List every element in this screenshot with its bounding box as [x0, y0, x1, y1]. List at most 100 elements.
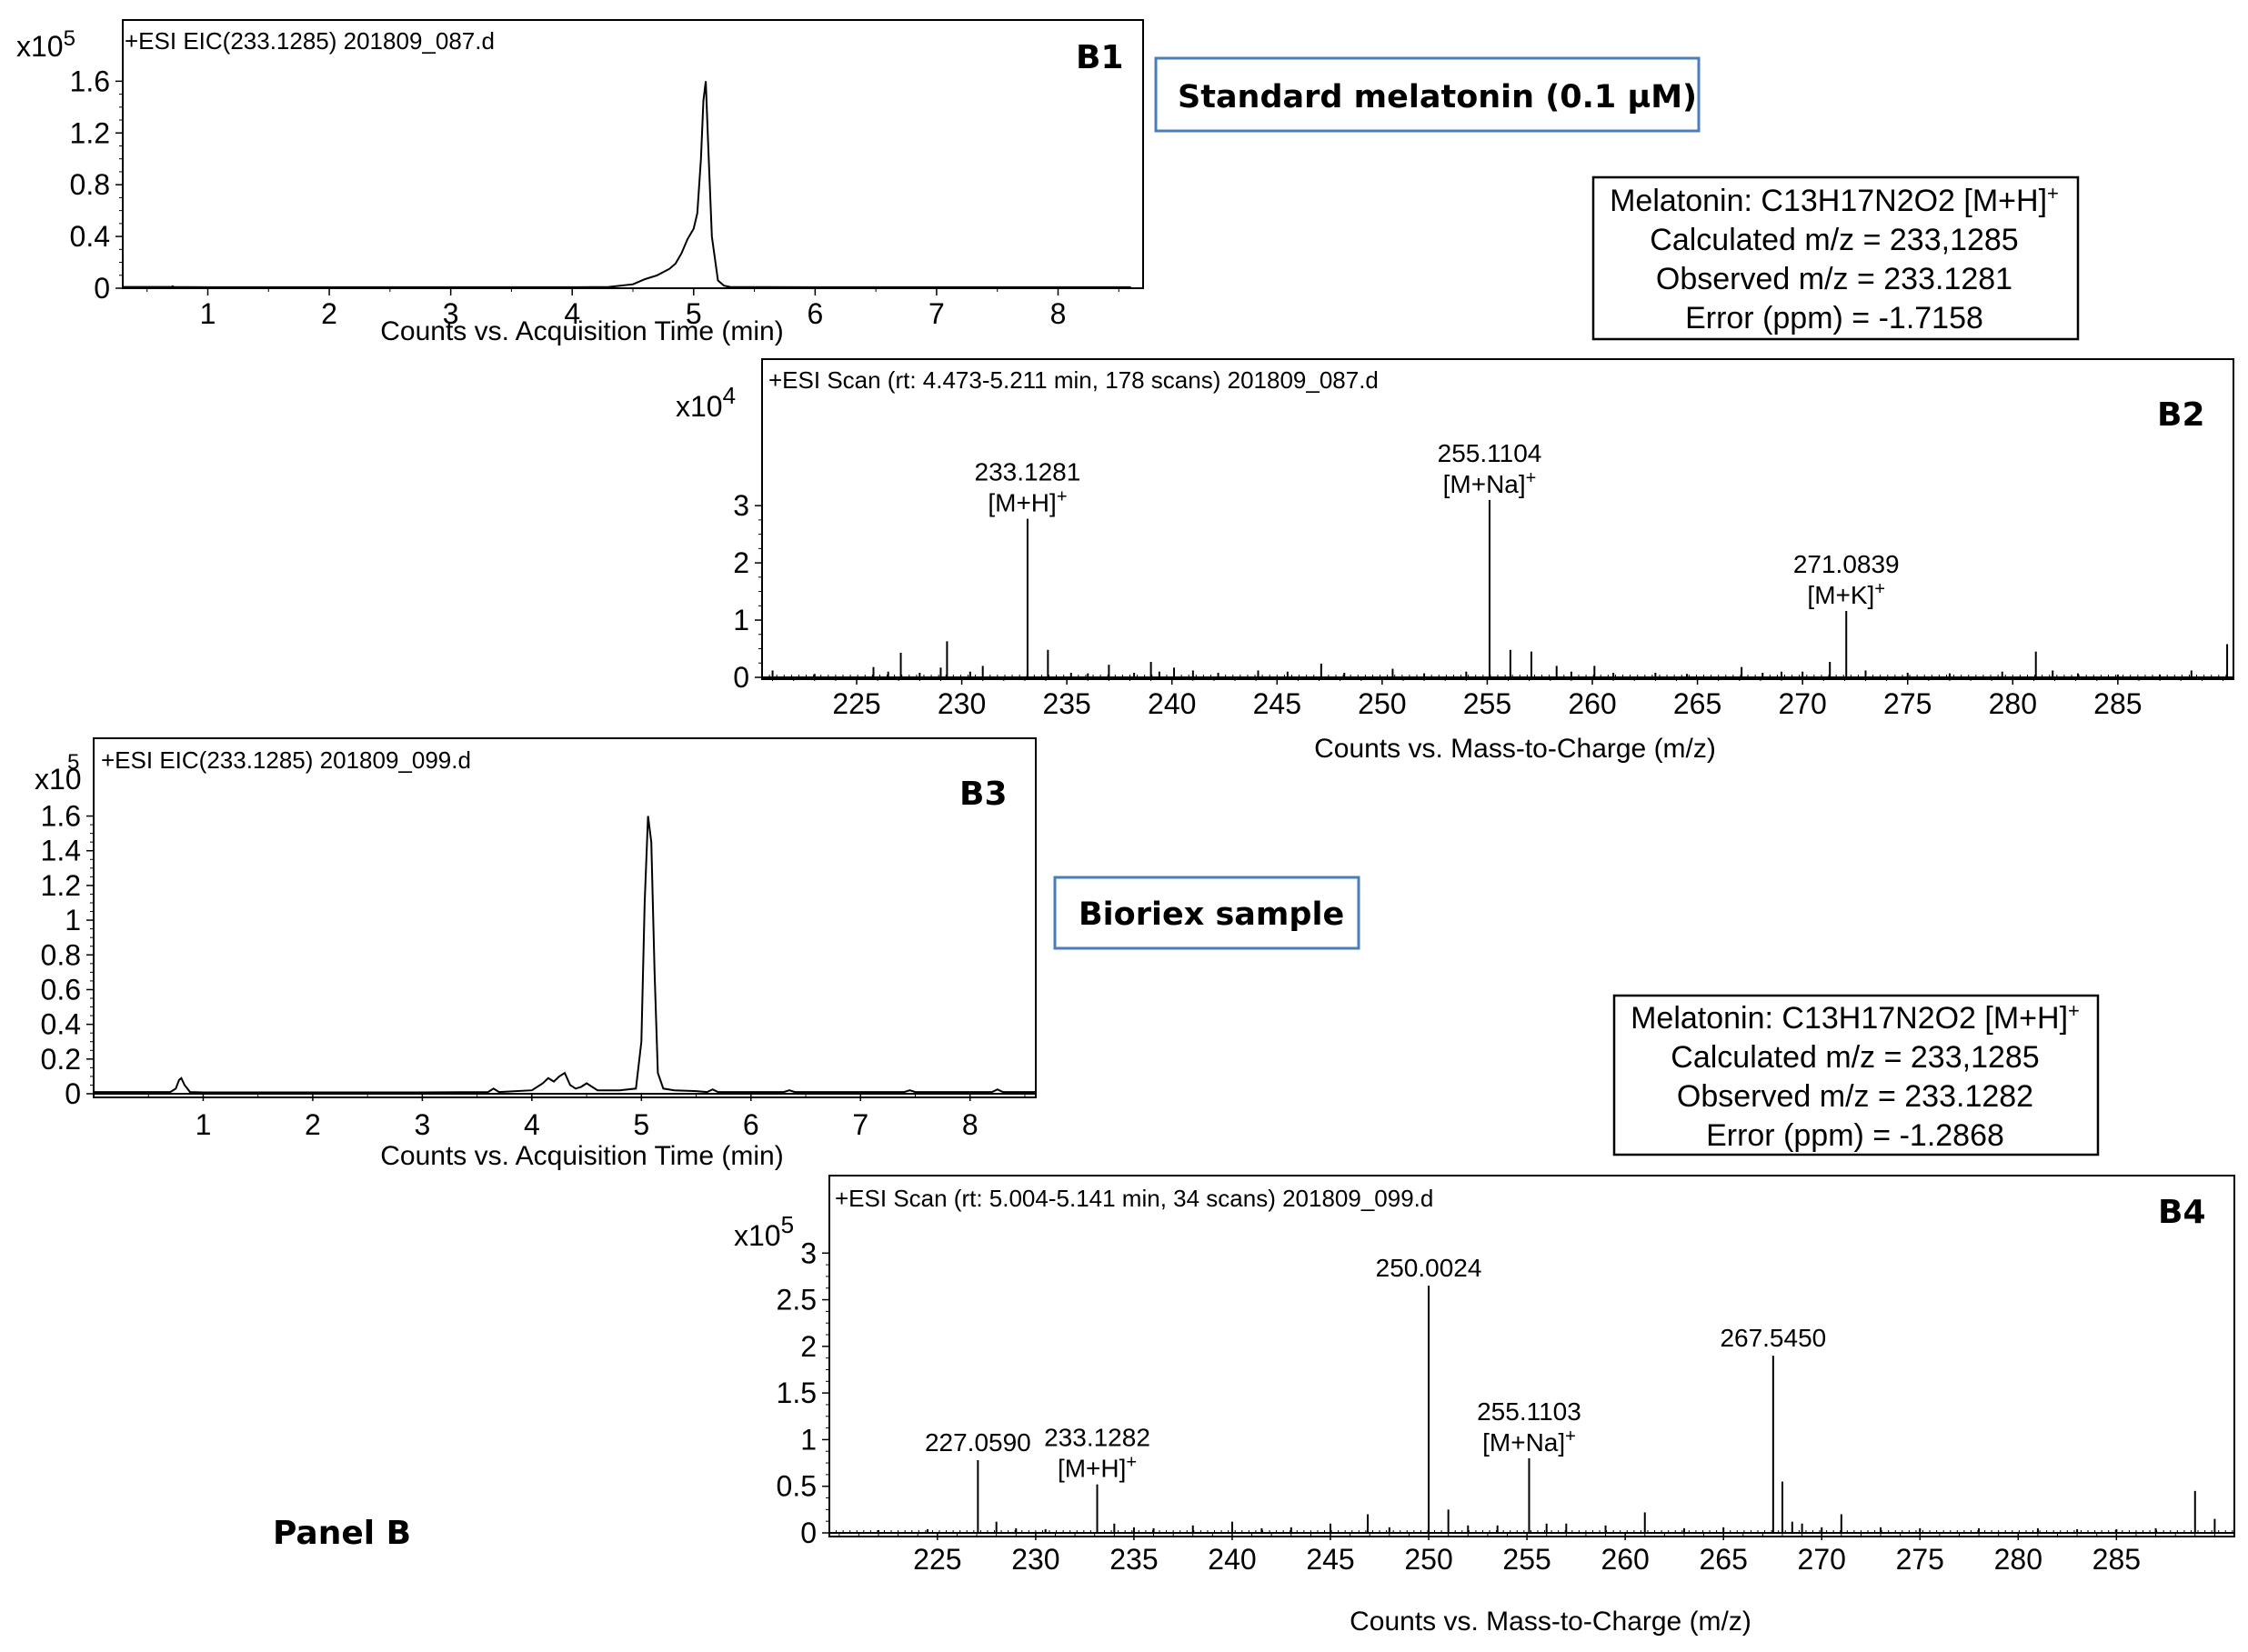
chart-b2-peak-ion-sup: + [1526, 468, 1537, 488]
chart-b2-ytick-label: 2 [733, 546, 749, 579]
chart-b3-xtick-label: 4 [524, 1108, 540, 1141]
info-box-sample-formula: Melatonin: C13H17N2O2 [M+H] [1631, 1001, 2068, 1036]
chart-b4-xtick-label: 270 [1798, 1543, 1846, 1576]
chart-b3: +ESI EIC(233.1285) 201809_099.d B3 x105 … [35, 737, 1037, 1171]
figure-label: Panel B [273, 1515, 411, 1552]
chart-b1-multiplier-base: x10 [16, 30, 64, 63]
chart-b4-ytick-label: 3 [800, 1236, 817, 1269]
title-sample: Bioriex sample [1053, 876, 1360, 950]
chart-b4-frame [828, 1175, 2235, 1537]
chart-b2-xtick-label: 245 [1253, 687, 1301, 720]
chart-b4-ytick-label: 1.5 [777, 1377, 817, 1409]
info-box-standard-line4: Error (ppm) = -1.7158 [1685, 301, 1983, 335]
chart-b3-xtick-label: 8 [962, 1108, 978, 1141]
chart-b3-ytick-label: 0 [65, 1077, 81, 1110]
info-box-sample-line4: Error (ppm) = -1.2868 [1706, 1118, 2004, 1153]
chart-b4-label: B4 [2158, 1194, 2206, 1231]
chart-b3-ytick-label: 1.4 [41, 835, 81, 867]
chart-b2-peak-ion-label: [M+Na]+ [1443, 468, 1537, 498]
chart-b4-peak-value-label: 255.1103 [1477, 1397, 1581, 1426]
chart-b3-frame [93, 737, 1037, 1098]
info-box-standard-line1: Melatonin: C13H17N2O2 [M+H]+ [1610, 182, 2059, 218]
chart-b2-xtick-label: 255 [1463, 687, 1511, 720]
chart-b4-peak-ion-label: [M+Na]+ [1482, 1427, 1576, 1457]
chart-b1-header: +ESI EIC(233.1285) 201809_087.d [125, 27, 495, 55]
chart-b2-peak-ion-sup: + [1874, 579, 1885, 599]
chart-b4-multiplier-base: x10 [734, 1219, 781, 1252]
chart-b3-ytick-label: 0.2 [41, 1043, 81, 1076]
chart-b2-xtick-label: 285 [2093, 687, 2142, 720]
chart-b1-ytick-label: 0.4 [70, 220, 110, 253]
chart-b2-xtick-label: 280 [1989, 687, 2037, 720]
chart-b2-ytick-label: 3 [733, 489, 749, 522]
chart-b4-peak-ion-label: [M+H]+ [1058, 1453, 1137, 1483]
chart-b2-xtick-label: 250 [1358, 687, 1406, 720]
chart-b1-frame [122, 19, 1144, 289]
chart-b3-xtick-label: 1 [196, 1108, 212, 1141]
chart-b2-multiplier: x104 [676, 382, 736, 423]
chart-b2-header: +ESI Scan (rt: 4.473-5.211 min, 178 scan… [768, 366, 1379, 394]
chart-b3-ytick-label: 0.8 [41, 938, 81, 971]
chart-b2: +ESI Scan (rt: 4.473-5.211 min, 178 scan… [676, 358, 2234, 764]
info-box-standard: Melatonin: C13H17N2O2 [M+H]+ Calculated … [1591, 175, 2080, 341]
chart-b3-ytick-label: 1 [65, 904, 81, 936]
chart-b4-xtick-label: 240 [1208, 1543, 1256, 1576]
chart-b4-xtick-label: 230 [1011, 1543, 1059, 1576]
chart-b2-xlabel: Counts vs. Mass-to-Charge (m/z) [1314, 734, 1716, 764]
chart-b2-xtick-label: 270 [1778, 687, 1826, 720]
chart-b3-xlabel: Counts vs. Acquisition Time (min) [380, 1141, 783, 1171]
chart-b3-multiplier-exp: 5 [67, 750, 79, 775]
info-box-sample-border [1612, 994, 2100, 1156]
chart-b3-multiplier: x105 [35, 750, 82, 796]
chart-b4-xlabel: Counts vs. Mass-to-Charge (m/z) [1350, 1607, 1751, 1637]
chart-b3-xtick-label: 2 [305, 1108, 321, 1141]
chart-b1-multiplier-exp: 5 [64, 26, 75, 51]
info-box-sample-sup: + [2068, 999, 2080, 1022]
chart-b4-ytick-label: 1 [800, 1423, 817, 1456]
chart-b3-header: +ESI EIC(233.1285) 201809_099.d [101, 746, 471, 774]
chart-b3-xtick-label: 5 [633, 1108, 649, 1141]
chart-b1-trace [123, 81, 1131, 288]
chart-b2-peak-value-label: 255.1104 [1438, 439, 1542, 467]
chart-b2-xtick-label: 260 [1568, 687, 1616, 720]
chart-b1-xtick-label: 1 [200, 297, 216, 330]
chart-b1-label: B1 [1076, 39, 1124, 76]
chart-b4-ytick-label: 0.5 [777, 1470, 817, 1503]
chart-b3-ytick-label: 0.6 [41, 973, 81, 1006]
chart-b4-peak-ion-sup: + [1126, 1453, 1137, 1473]
chart-b4-xtick-label: 250 [1404, 1543, 1452, 1576]
chart-b2-xtick-label: 230 [938, 687, 986, 720]
chart-b4-xtick-label: 265 [1699, 1543, 1747, 1576]
chart-b1-ytick-label: 1.2 [70, 116, 110, 149]
chart-b4-header: +ESI Scan (rt: 5.004-5.141 min, 34 scans… [835, 1185, 1433, 1212]
title-sample-border [1053, 876, 1360, 950]
chart-b2-label: B2 [2157, 396, 2205, 434]
chart-b2-xtick-label: 225 [832, 687, 880, 720]
info-box-standard-sup: + [2047, 182, 2059, 205]
chart-b2-peak-ion: [M+K] [1807, 581, 1874, 609]
chart-b2-peak-ion: [M+H] [988, 489, 1056, 517]
chart-b1-ytick-label: 1.6 [70, 65, 110, 97]
chart-b4-xtick-label: 280 [1994, 1543, 2042, 1576]
chart-b3-label: B3 [959, 776, 1008, 813]
chart-b3-multiplier-base: x10 [35, 763, 82, 796]
chart-b2-peak-ion-label: [M+K]+ [1807, 579, 1885, 609]
chart-b3-ytick-label: 1.2 [41, 869, 81, 902]
chart-b4-ytick-label: 2 [800, 1330, 817, 1363]
chart-b4-xtick-label: 255 [1502, 1543, 1551, 1576]
chart-b2-multiplier-base: x10 [676, 390, 723, 423]
chart-b4-peak-ion: [M+Na] [1482, 1428, 1565, 1457]
chart-b3-xtick-label: 3 [414, 1108, 430, 1141]
chart-b3-trace [94, 816, 1036, 1094]
chart-b4-peak-ion-sup: + [1565, 1427, 1576, 1447]
chart-b2-frame [761, 358, 2234, 680]
chart-b3-xtick-label: 6 [743, 1108, 759, 1141]
chart-b1-ytick-label: 0.8 [70, 168, 110, 201]
info-box-sample-line1: Melatonin: C13H17N2O2 [M+H]+ [1631, 999, 2080, 1036]
chart-b1: +ESI EIC(233.1285) 201809_087.d B1 x105 … [16, 19, 1144, 346]
chart-b4-peak-value-label: 267.5450 [1720, 1324, 1826, 1352]
chart-b4-peak-value-label: 227.0590 [925, 1428, 1031, 1457]
chart-b4-xtick-label: 245 [1306, 1543, 1354, 1576]
chart-b4-multiplier: x105 [734, 1211, 794, 1252]
info-box-sample: Melatonin: C13H17N2O2 [M+H]+ Calculated … [1612, 994, 2100, 1156]
